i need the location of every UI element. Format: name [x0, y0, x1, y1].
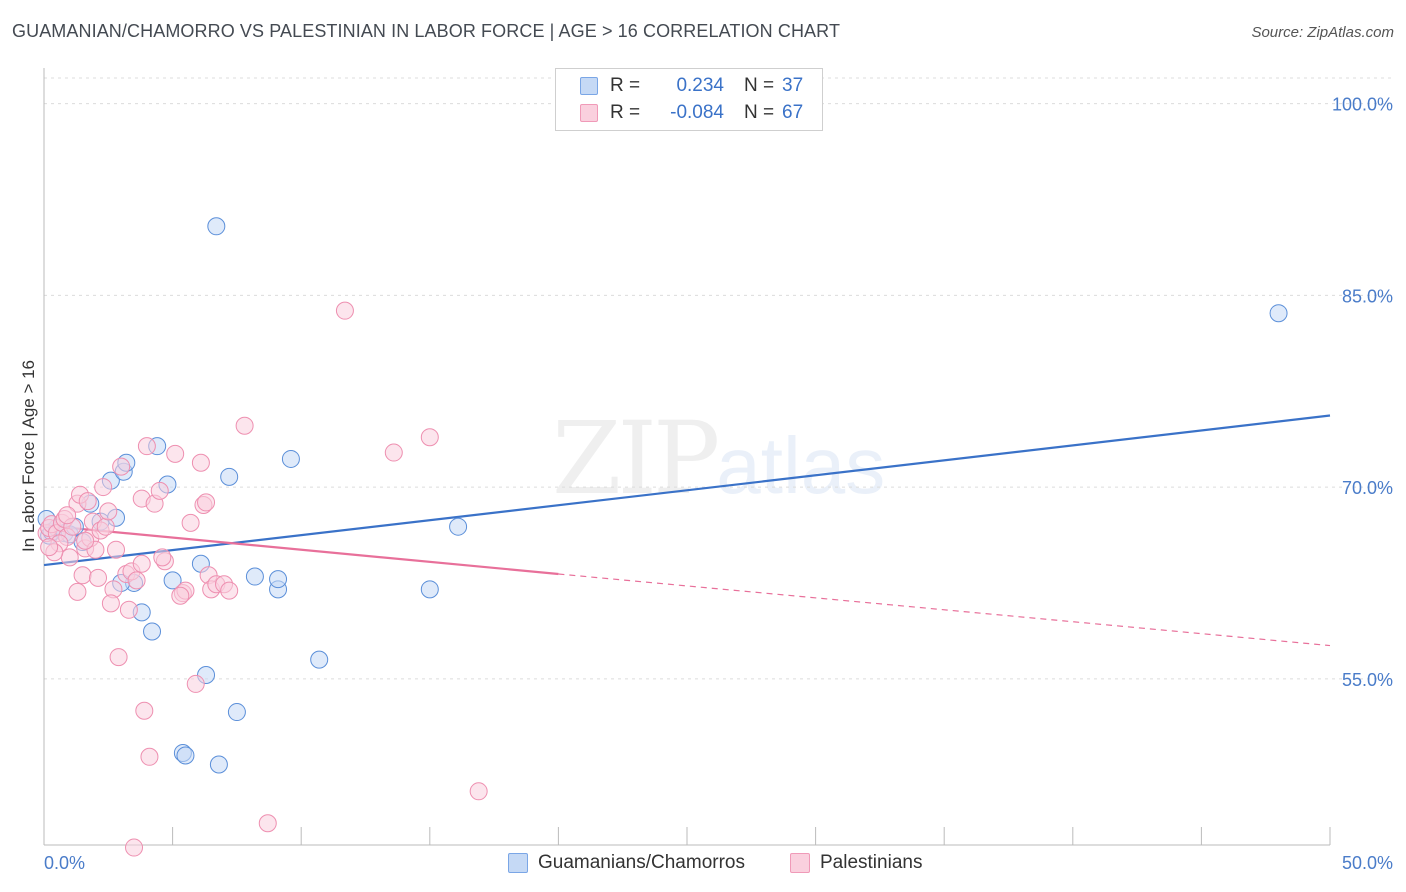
watermark-atlas: atlas [716, 421, 886, 510]
source-label: Source: ZipAtlas.com [1251, 24, 1394, 41]
legend-n-label: N = [744, 75, 775, 96]
point-palestinian [89, 568, 108, 587]
y-axis-label: In Labor Force | Age > 16 [19, 360, 38, 552]
point-guamanian [227, 703, 246, 722]
trend-line-guamanian [43, 414, 1331, 567]
legend-r-label: R = [610, 102, 641, 123]
legend-swatch-guamanian [580, 77, 598, 95]
point-guamanian [310, 650, 329, 669]
bottom-legend-swatch-guamanian [508, 853, 528, 873]
point-guamanian [176, 746, 195, 765]
point-palestinian [96, 517, 115, 536]
point-palestinian [235, 416, 254, 435]
point-palestinian [107, 540, 126, 559]
point-palestinian [132, 554, 151, 573]
point-palestinian [78, 492, 97, 511]
point-palestinian [171, 586, 190, 605]
point-palestinian [99, 502, 118, 521]
point-palestinian [150, 481, 169, 500]
point-guamanian [420, 580, 439, 599]
point-palestinian [40, 538, 59, 557]
point-guamanian [449, 517, 468, 536]
stats-legend: R = 0.234 N = 37 R = -0.084 N = 67 [555, 68, 823, 131]
point-palestinian [137, 437, 156, 456]
point-palestinian [112, 457, 131, 476]
point-guamanian [245, 567, 264, 586]
point-guamanian [1269, 304, 1288, 323]
point-palestinian [135, 701, 154, 720]
point-palestinian [119, 600, 138, 619]
bottom-legend-swatch-palestinian [790, 853, 810, 873]
point-guamanian [207, 217, 226, 236]
point-palestinian [73, 566, 92, 585]
x-tick-label-min: 0.0% [44, 853, 85, 873]
trend-line-palestinian-extension [558, 573, 1331, 647]
legend-n-value: 37 [782, 75, 804, 96]
point-palestinian [101, 594, 120, 613]
point-palestinian [109, 648, 128, 667]
y-tick-label: 100.0% [1332, 95, 1393, 115]
point-palestinian [469, 782, 488, 801]
point-palestinian [186, 674, 205, 693]
bottom-legend-guamanian: Guamanians/Chamorros [508, 852, 745, 874]
point-palestinian [258, 814, 277, 833]
point-palestinian [197, 493, 216, 512]
legend-n-label: N = [744, 102, 775, 123]
point-palestinian [220, 581, 239, 600]
point-palestinian [384, 443, 403, 462]
y-tick-label: 85.0% [1342, 286, 1393, 306]
point-guamanian [209, 755, 228, 774]
y-tick-label: 55.0% [1342, 670, 1393, 690]
axes [43, 68, 1331, 846]
trend-lines [43, 414, 1331, 647]
bottom-legend-label-guamanian: Guamanians/Chamorros [538, 852, 745, 873]
bottom-legend-palestinian: Palestinians [790, 852, 922, 874]
point-palestinian [68, 582, 87, 601]
legend-swatch-palestinian [580, 104, 598, 122]
point-palestinian [127, 571, 146, 590]
point-guamanian [220, 467, 239, 486]
data-points [37, 217, 1288, 857]
bottom-legend-label-palestinian: Palestinians [820, 852, 923, 873]
point-palestinian [125, 838, 144, 857]
point-palestinian [60, 548, 79, 567]
watermark: ZIPatlas [552, 400, 885, 517]
point-guamanian [281, 449, 300, 468]
point-palestinian [181, 513, 200, 532]
point-palestinian [58, 506, 77, 525]
legend-row-palestinian: R = -0.084 N = 67 [580, 101, 803, 125]
point-palestinian [140, 747, 159, 766]
watermark-zip: ZIP [552, 400, 720, 517]
legend-r-label: R = [610, 75, 641, 96]
point-guamanian [143, 622, 162, 641]
point-guamanian [163, 571, 182, 590]
point-guamanian [269, 570, 288, 589]
point-palestinian [94, 478, 113, 497]
point-palestinian [420, 428, 439, 447]
legend-r-value: 0.234 [676, 75, 724, 96]
trend-line-palestinian [43, 524, 559, 576]
grid-lines [44, 77, 1392, 680]
y-tick-label: 70.0% [1342, 478, 1393, 498]
legend-r-value: -0.084 [670, 102, 724, 123]
point-palestinian [335, 301, 354, 320]
legend-row-guamanian: R = 0.234 N = 37 [580, 74, 803, 98]
point-palestinian [76, 531, 95, 550]
point-palestinian [191, 453, 210, 472]
point-palestinian [153, 548, 172, 567]
legend-n-value: 67 [782, 102, 804, 123]
tick-labels: 55.0% 70.0% 85.0% 100.0% 0.0% 50.0% In Labor F… [19, 95, 1393, 873]
point-palestinian [166, 444, 185, 463]
x-tick-label-max: 50.0% [1342, 853, 1393, 873]
chart-title: GUAMANIAN/CHAMORRO VS PALESTINIAN IN LAB… [12, 21, 841, 41]
